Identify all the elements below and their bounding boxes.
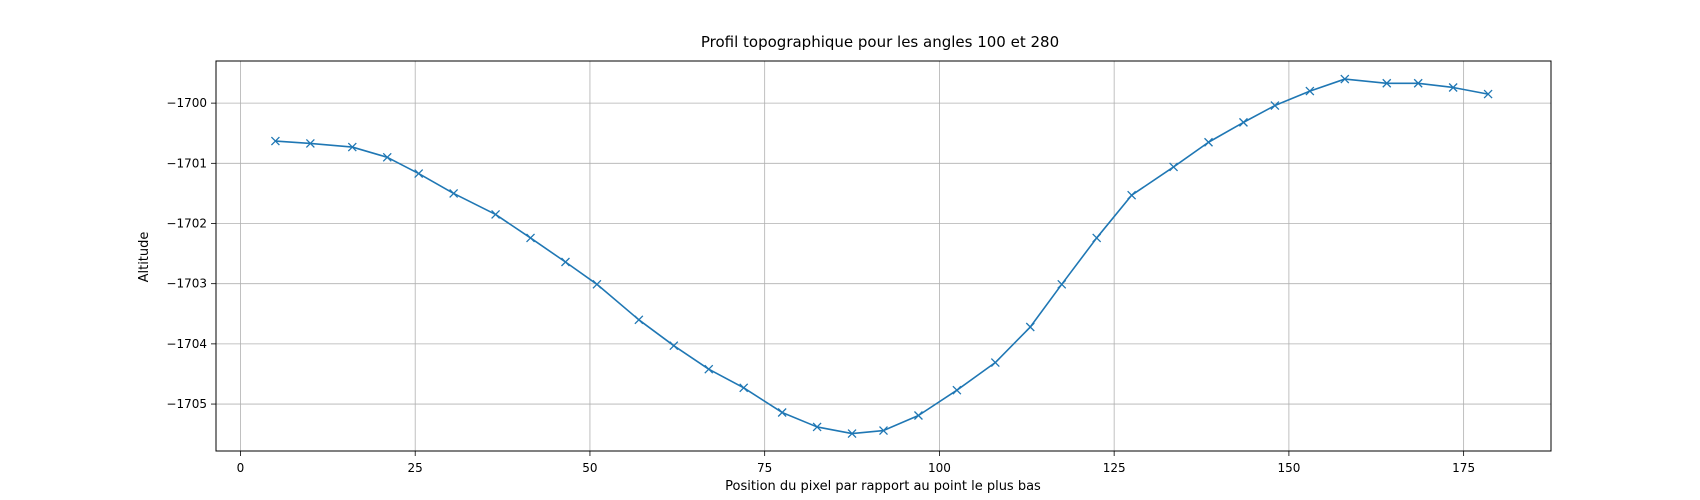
data-point xyxy=(305,138,315,148)
data-point xyxy=(1305,86,1315,96)
data-point xyxy=(1169,162,1179,172)
data-point xyxy=(879,426,888,435)
data-point xyxy=(382,152,392,162)
data-point xyxy=(270,136,280,146)
y-tick-label: −1701 xyxy=(166,156,207,170)
data-point xyxy=(913,411,923,420)
data-point xyxy=(669,341,679,351)
y-tick-label: −1704 xyxy=(166,337,207,351)
data-point xyxy=(1025,322,1035,332)
data-point xyxy=(952,385,962,395)
data-point xyxy=(1340,74,1350,84)
data-point xyxy=(1057,279,1067,289)
x-tick-label: 150 xyxy=(1277,461,1300,475)
plot-area-frame xyxy=(215,60,1552,452)
data-point xyxy=(704,364,714,374)
data-point xyxy=(347,142,357,152)
y-axis: −1705 −1704 −1703 −1702 −1701 −1700 xyxy=(166,96,216,411)
data-point xyxy=(634,315,644,325)
y-tick-label: −1700 xyxy=(166,96,207,110)
y-tick-label: −1702 xyxy=(166,217,207,231)
x-tick-label: 125 xyxy=(1103,461,1126,475)
data-point xyxy=(491,210,501,219)
data-point xyxy=(1483,89,1493,99)
y-tick-label: −1703 xyxy=(166,277,207,291)
x-tick-label: 50 xyxy=(582,461,597,475)
x-axis-label: Position du pixel par rapport au point l… xyxy=(725,479,1041,494)
data-point xyxy=(1239,117,1248,127)
data-markers xyxy=(270,74,1493,439)
data-point xyxy=(592,279,602,289)
data-point xyxy=(1382,78,1392,88)
data-point xyxy=(1092,233,1102,243)
x-tick-label: 25 xyxy=(408,461,423,475)
data-point xyxy=(449,188,459,198)
x-tick-label: 75 xyxy=(757,461,772,475)
data-point xyxy=(1448,83,1458,92)
y-axis-label: Altitude xyxy=(137,232,152,283)
data-point xyxy=(990,358,1000,367)
data-point xyxy=(777,408,787,417)
x-axis: 0 25 50 75 100 125 150 175 xyxy=(237,451,1475,475)
data-point xyxy=(1204,137,1213,147)
data-point xyxy=(561,257,570,267)
data-point xyxy=(1413,78,1423,88)
data-point xyxy=(1270,101,1280,110)
data-point xyxy=(1127,190,1137,200)
data-point xyxy=(414,169,424,179)
data-point xyxy=(526,233,535,243)
chart-title: Profil topographique pour les angles 100… xyxy=(701,33,1059,51)
x-tick-label: 100 xyxy=(928,461,951,475)
data-point xyxy=(847,429,857,439)
x-tick-label: 0 xyxy=(237,461,245,475)
grid xyxy=(216,61,1551,451)
data-point xyxy=(812,422,822,432)
x-tick-label: 175 xyxy=(1452,461,1475,475)
data-point xyxy=(739,383,749,393)
y-tick-label: −1705 xyxy=(166,397,207,411)
